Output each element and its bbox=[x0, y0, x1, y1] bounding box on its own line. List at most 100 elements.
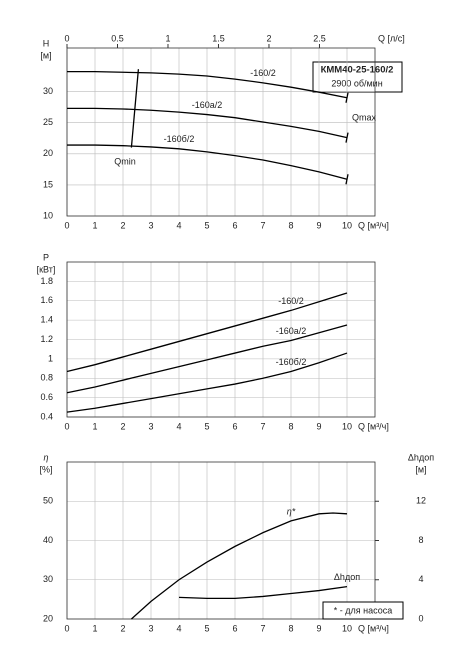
x2-tick-label: 1.5 bbox=[212, 33, 225, 43]
y-tick-label: 30 bbox=[43, 574, 53, 584]
y2-tick-label: 12 bbox=[416, 496, 426, 506]
curve bbox=[66, 292, 348, 373]
x-tick-label: 5 bbox=[204, 220, 209, 230]
note-box bbox=[322, 601, 404, 620]
y-tick-label: 0.8 bbox=[40, 373, 53, 383]
plot-frame bbox=[66, 261, 376, 418]
y2-axis-label: Δhдоп bbox=[408, 452, 434, 462]
y-tick-label: 1.8 bbox=[40, 276, 53, 286]
x-tick-label: 9 bbox=[316, 220, 321, 230]
curve bbox=[178, 585, 348, 600]
x-axis-label: Q [м³/ч] bbox=[358, 623, 389, 633]
x-tick-label: 1 bbox=[92, 220, 97, 230]
y-axis-label: H bbox=[43, 38, 50, 48]
x-tick-label: 2 bbox=[120, 421, 125, 431]
y-tick-label: 1.6 bbox=[40, 295, 53, 305]
curve-label: -160/2 bbox=[250, 68, 276, 78]
curve-label: -160/2 bbox=[278, 296, 304, 306]
qmax-mark bbox=[345, 174, 349, 185]
x2-axis-label: Q [л/с] bbox=[378, 33, 405, 43]
x-tick-label: 8 bbox=[288, 220, 293, 230]
y-tick-label: 30 bbox=[43, 86, 53, 96]
x-tick-label: 10 bbox=[342, 623, 352, 633]
x-tick-label: 0 bbox=[64, 421, 69, 431]
x-tick-label: 8 bbox=[288, 623, 293, 633]
curve-label: -160б/2 bbox=[276, 357, 307, 367]
qmax-label: Qmax bbox=[352, 112, 377, 122]
x2-tick-label: 0.5 bbox=[111, 33, 124, 43]
x2-tick-label: 2 bbox=[266, 33, 271, 43]
curve-label: -160б/2 bbox=[164, 134, 195, 144]
note: * - для насоса bbox=[334, 605, 392, 615]
x-tick-label: 0 bbox=[64, 623, 69, 633]
x-tick-label: 0 bbox=[64, 220, 69, 230]
y-tick-label: 1.4 bbox=[40, 315, 53, 325]
title-box bbox=[312, 61, 403, 93]
curve-label: η* bbox=[287, 506, 296, 516]
x-tick-label: 7 bbox=[260, 421, 265, 431]
qmax-mark bbox=[345, 132, 349, 143]
x-tick-label: 6 bbox=[232, 623, 237, 633]
x-tick-label: 3 bbox=[148, 421, 153, 431]
x-tick-label: 4 bbox=[176, 220, 181, 230]
y-tick-label: 25 bbox=[43, 117, 53, 127]
x-tick-label: 5 bbox=[204, 623, 209, 633]
y-tick-label: 15 bbox=[43, 179, 53, 189]
curve bbox=[67, 107, 348, 139]
chart-title: КММ40-25-160/2 bbox=[321, 65, 394, 76]
y2-tick-label: 8 bbox=[418, 535, 423, 545]
qmax-mark bbox=[345, 92, 349, 103]
x-axis-label: Q [м³/ч] bbox=[358, 421, 389, 431]
x-tick-label: 4 bbox=[176, 421, 181, 431]
curve bbox=[67, 70, 348, 99]
curve-label: -160а/2 bbox=[192, 100, 223, 110]
x-tick-label: 7 bbox=[260, 220, 265, 230]
x-tick-label: 4 bbox=[176, 623, 181, 633]
x-tick-label: 2 bbox=[120, 220, 125, 230]
y-tick-label: 20 bbox=[43, 613, 53, 623]
x-tick-label: 3 bbox=[148, 220, 153, 230]
curve-label: -160а/2 bbox=[276, 326, 307, 336]
x-tick-label: 6 bbox=[232, 421, 237, 431]
chart-subtitle: 2900 об/мин bbox=[331, 78, 382, 88]
x-tick-label: 6 bbox=[232, 220, 237, 230]
x-tick-label: 8 bbox=[288, 421, 293, 431]
curve bbox=[67, 144, 348, 180]
y-tick-label: 20 bbox=[43, 148, 53, 158]
y2-tick-label: 4 bbox=[418, 574, 423, 584]
x-tick-label: 9 bbox=[316, 421, 321, 431]
x-tick-label: 5 bbox=[204, 421, 209, 431]
curve bbox=[66, 324, 348, 394]
x2-tick-label: 2.5 bbox=[313, 33, 326, 43]
qmin-label: Qmin bbox=[114, 156, 136, 166]
x-tick-label: 1 bbox=[92, 623, 97, 633]
x-tick-label: 2 bbox=[120, 623, 125, 633]
x-tick-label: 1 bbox=[92, 421, 97, 431]
x-tick-label: 3 bbox=[148, 623, 153, 633]
x-tick-label: 9 bbox=[316, 623, 321, 633]
qmin-line bbox=[130, 69, 140, 148]
x-axis-label: Q [м³/ч] bbox=[358, 220, 389, 230]
x-tick-label: 10 bbox=[342, 220, 352, 230]
y2-tick-label: 0 bbox=[418, 613, 423, 623]
y-axis-label: P bbox=[43, 252, 49, 262]
y-tick-label: 40 bbox=[43, 535, 53, 545]
y-tick-label: 0.4 bbox=[40, 411, 53, 421]
curve bbox=[66, 352, 348, 413]
x2-tick-label: 1 bbox=[165, 33, 170, 43]
y-tick-label: 50 bbox=[43, 496, 53, 506]
y-axis-unit: [м] bbox=[40, 50, 51, 60]
y2-axis-unit: [м] bbox=[415, 464, 426, 474]
x-tick-label: 7 bbox=[260, 623, 265, 633]
y-axis-label: η bbox=[44, 452, 49, 462]
y-tick-label: 0.6 bbox=[40, 392, 53, 402]
y-tick-label: 1 bbox=[48, 353, 53, 363]
x2-tick-label: 0 bbox=[64, 33, 69, 43]
y-axis-unit: [кВт] bbox=[37, 264, 56, 274]
curve bbox=[130, 512, 348, 620]
y-tick-label: 1.2 bbox=[40, 334, 53, 344]
plot-frame bbox=[66, 47, 376, 217]
curve-label: Δhдоп bbox=[334, 572, 360, 582]
y-axis-unit: [%] bbox=[39, 464, 52, 474]
